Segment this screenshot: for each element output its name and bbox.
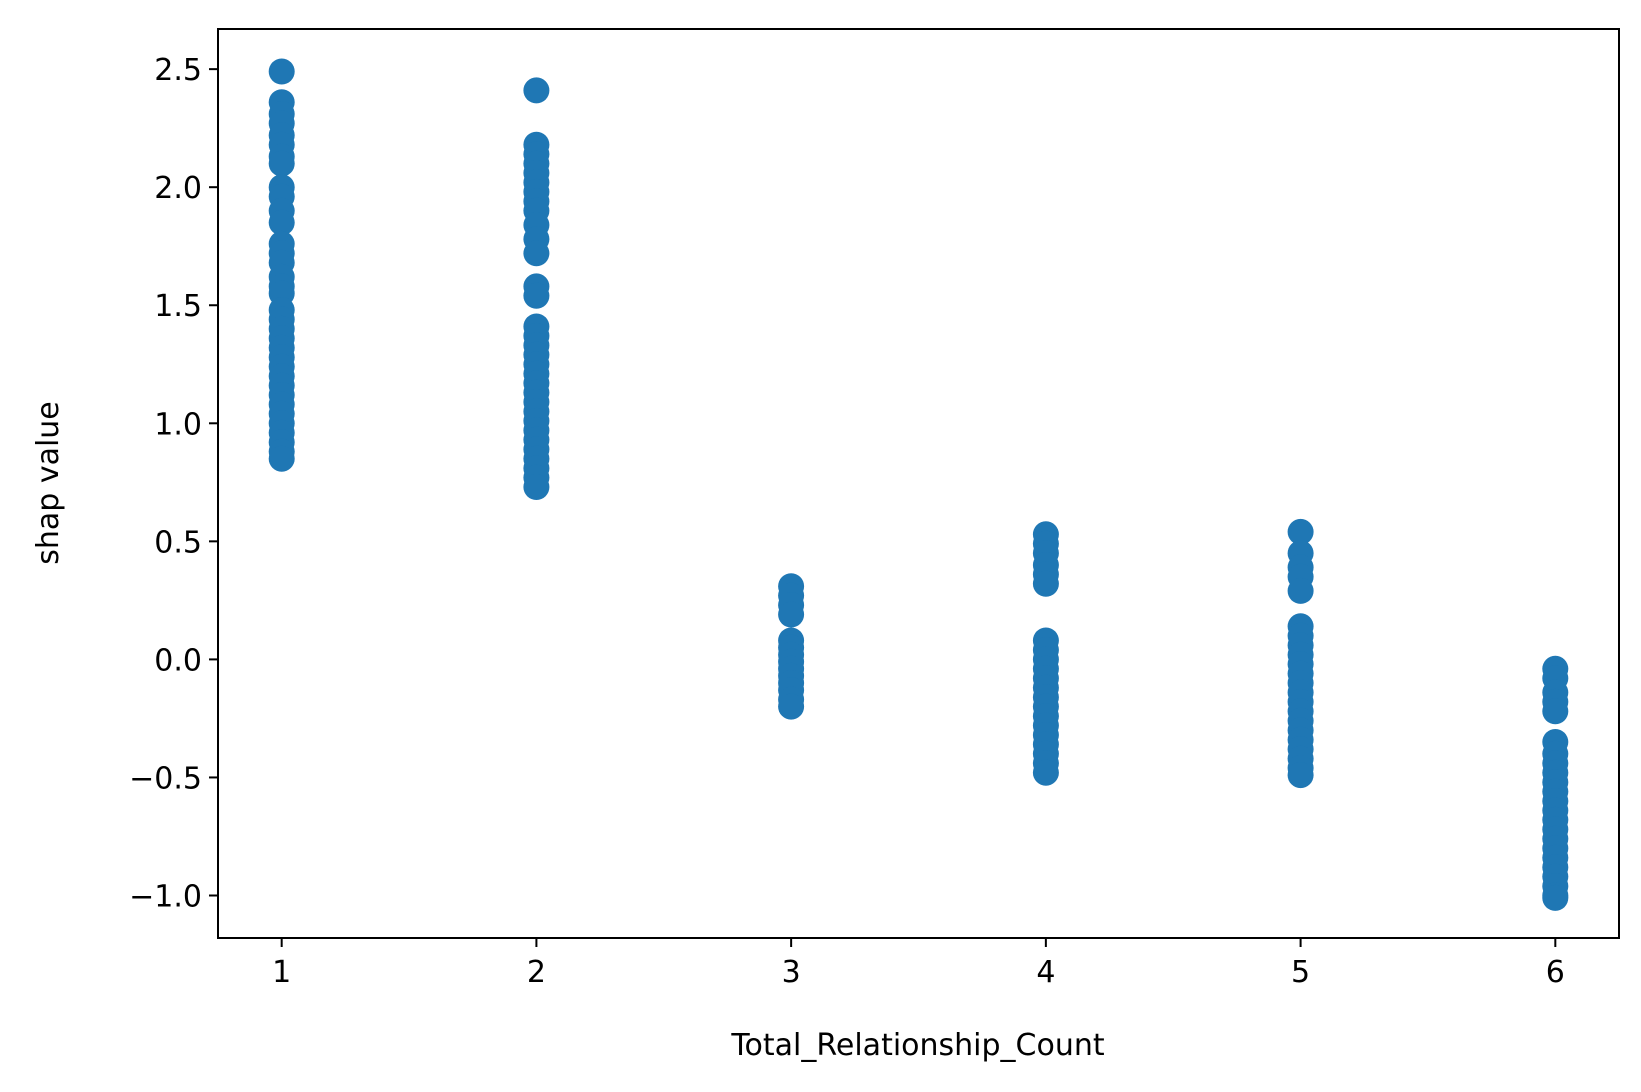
data-point [268,445,295,472]
data-point [1287,762,1314,789]
y-axis-ticks: 2.5 2.0 1.5 1.0 0.5 0.0 −0.5 −1.0 [129,53,218,915]
y-tick-label: 0.0 [154,643,202,678]
x-axis-ticks: 1 2 3 4 5 6 [272,938,1565,990]
y-axis-label: shap value [31,401,66,565]
data-point [268,150,295,177]
data-point [778,601,805,628]
data-point [523,282,550,309]
data-point [523,474,550,500]
y-tick-label: −0.5 [129,761,202,796]
x-tick-label: 6 [1546,955,1565,990]
x-tick-label: 1 [272,955,291,990]
data-point [268,58,295,85]
x-tick-label: 2 [527,955,546,990]
data-point [268,209,295,236]
y-tick-label: 1.0 [154,407,202,442]
data-point [523,77,550,104]
x-tick-label: 3 [782,955,801,990]
data-point [778,693,805,720]
y-tick-label: 2.0 [154,171,202,206]
y-tick-label: 1.5 [154,289,202,324]
y-tick-label: −1.0 [129,880,202,915]
data-point [1032,759,1059,786]
data-point [1287,518,1314,545]
y-tick-label: 0.5 [154,525,202,560]
data-point [1287,577,1314,604]
x-tick-label: 4 [1036,955,1055,990]
x-axis-label: Total_Relationship_Count [730,1028,1105,1063]
data-point [1542,884,1569,911]
y-tick-label: 2.5 [154,53,202,88]
plot-background [218,29,1619,938]
data-point [1542,698,1569,725]
plot-frame [217,28,1620,939]
points-layer [268,58,1569,911]
data-point [523,240,550,267]
x-tick-label: 5 [1291,955,1310,990]
data-point [1032,570,1059,597]
